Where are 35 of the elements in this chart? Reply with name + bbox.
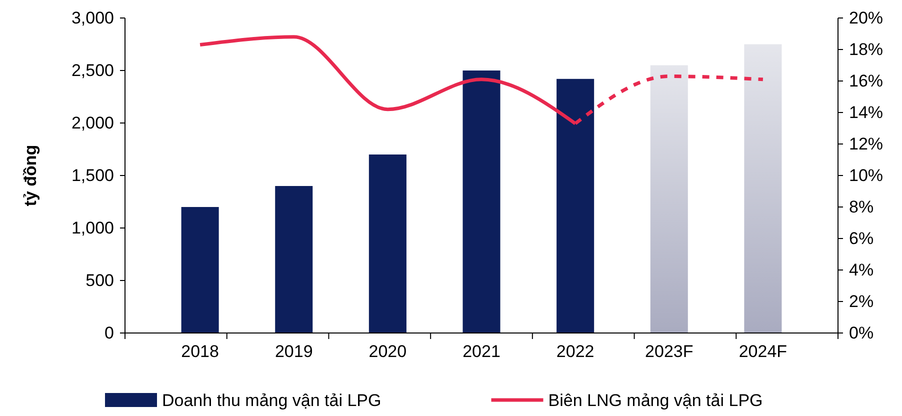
bar: [556, 78, 594, 333]
bar: [462, 70, 500, 333]
x-tick-label: 2022: [556, 342, 594, 362]
y2-tick-label: 4%: [849, 260, 874, 280]
y2-tick-label: 2%: [849, 292, 874, 311]
bar: [181, 207, 219, 333]
bar: [368, 154, 406, 333]
x-tick-label: 2023F: [645, 342, 694, 362]
bar: [650, 65, 688, 333]
y-tick-label: 3,000: [71, 8, 114, 28]
legend-label: Biên LNG mảng vận tải LPG: [548, 391, 763, 410]
x-tick-label: 2021: [462, 342, 500, 362]
bar: [744, 44, 782, 333]
x-tick-label: 2024F: [738, 342, 788, 362]
y2-tick-label: 6%: [849, 228, 874, 248]
y2-tick-label: 16%: [849, 71, 884, 90]
y2-tick-label: 12%: [849, 134, 884, 154]
y-tick-label: 500: [86, 270, 114, 290]
y-tick-label: 2,500: [71, 60, 114, 80]
y2-tick-label: 8%: [849, 197, 874, 216]
y-tick-label: 0: [104, 323, 114, 342]
bar: [275, 186, 313, 333]
y2-tick-label: 0%: [849, 323, 874, 342]
x-tick-label: 2020: [368, 342, 407, 362]
x-tick-label: 2018: [181, 342, 219, 362]
y2-tick-label: 20%: [849, 8, 884, 28]
y-axis-title: tỷ đồng: [21, 144, 40, 206]
y-tick-label: 2,000: [71, 113, 114, 132]
y-tick-label: 1,000: [71, 218, 114, 238]
y2-tick-label: 14%: [849, 102, 884, 122]
x-tick-label: 2019: [274, 342, 313, 362]
y2-tick-label: 10%: [849, 166, 884, 185]
y-tick-label: 1,500: [71, 166, 114, 185]
y2-tick-label: 18%: [849, 40, 884, 59]
legend-label: Doanh thu mảng vận tải LPG: [162, 391, 382, 410]
